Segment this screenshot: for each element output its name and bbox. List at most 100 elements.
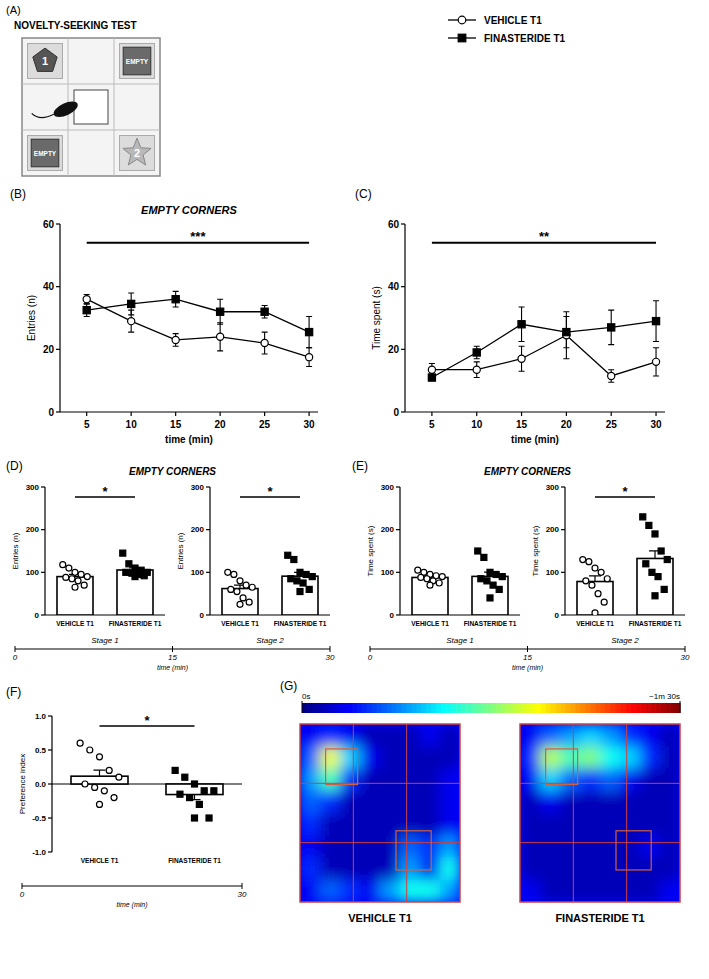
timeline-title: time (min): [512, 664, 543, 672]
point: [297, 589, 303, 595]
point: [192, 781, 198, 787]
point: [608, 372, 615, 379]
colorbar-swatch: [327, 703, 333, 713]
point: [608, 324, 615, 331]
colorbar-swatch: [581, 703, 587, 713]
y-axis-title: Preference index: [18, 754, 27, 814]
heat-cell: [420, 858, 441, 881]
colorbar-swatch: [367, 703, 373, 713]
point: [66, 565, 72, 571]
object-zone: [396, 831, 431, 870]
point: [309, 574, 315, 580]
x-tick-label: VEHICLE T1: [221, 620, 259, 627]
arena-grid: [22, 84, 160, 85]
y-axis: [399, 487, 400, 615]
colorbar-swatch: [471, 703, 477, 713]
colorbar-swatch: [307, 703, 313, 713]
heat-cell: [420, 746, 441, 769]
timeline-axis: [22, 886, 242, 887]
point: [291, 557, 297, 563]
corner-zone: [28, 136, 63, 171]
heat-cell: [340, 724, 361, 747]
heat-cell: [440, 791, 460, 814]
colorbar-swatch: [436, 703, 442, 713]
y-tick-label: 40: [388, 281, 400, 292]
point: [661, 586, 667, 592]
heat-cell: [520, 769, 541, 792]
colorbar-swatch: [595, 703, 601, 713]
point: [655, 574, 661, 580]
colorbar-swatch: [566, 703, 572, 713]
colorbar-swatch: [421, 703, 427, 713]
significance: *: [144, 713, 150, 728]
point: [484, 578, 490, 584]
y-tick-label: 200: [191, 525, 205, 534]
arena-grid: [520, 783, 680, 784]
y-tick-label: 300: [546, 483, 560, 492]
heat-cell: [600, 880, 621, 902]
point: [475, 548, 481, 554]
point: [234, 589, 240, 595]
heat-cell: [320, 858, 341, 881]
point: [518, 355, 525, 362]
point: [306, 354, 313, 361]
error-bar: [217, 299, 223, 324]
heat-cell: [580, 835, 601, 858]
heat-cell: [620, 813, 641, 836]
point: [225, 569, 231, 575]
arena-grid: [300, 783, 460, 784]
x-tick-label: FINASTERIDE T1: [629, 620, 682, 627]
heat-cell: [400, 880, 421, 902]
colorbar-swatch: [546, 703, 552, 713]
heat-cell: [400, 858, 421, 881]
point: [288, 576, 294, 582]
heat-cell: [400, 724, 421, 747]
plot-data: [71, 740, 223, 821]
corner-label: EMPTY: [34, 150, 57, 157]
point: [646, 522, 652, 528]
point: [128, 300, 135, 307]
heat-cell: [600, 791, 621, 814]
y-tick: [561, 614, 565, 615]
y-tick-label: 60: [43, 219, 55, 230]
arena: [22, 38, 160, 176]
panel-label: (D): [6, 459, 23, 473]
heat-cell: [340, 858, 361, 881]
point: [84, 574, 90, 580]
plot-data: [412, 548, 508, 615]
timeline-tick: [22, 883, 23, 889]
error-bar: [608, 310, 614, 344]
heat-cell: [600, 858, 621, 881]
colorbar-swatch: [441, 703, 447, 713]
timeline-tick: [685, 646, 686, 652]
corner-zone: [28, 44, 63, 79]
y-axis: [44, 487, 45, 615]
y-tick: [561, 529, 565, 530]
heat-cell: [660, 835, 680, 858]
heat-cell: [400, 813, 421, 836]
x-axis-title: time (min): [165, 434, 213, 445]
y-tick-label: 0: [555, 611, 560, 620]
point: [427, 582, 433, 588]
timeline-tick-label: 30: [681, 653, 690, 662]
point: [493, 571, 499, 577]
y-tick-label: -1.0: [32, 848, 46, 857]
heat-cell: [640, 791, 661, 814]
y-tick-label: 60: [388, 219, 400, 230]
panel-label: (F): [6, 685, 21, 699]
heat-cell: [620, 880, 641, 902]
heat-cell: [520, 858, 541, 881]
y-axis-title: Time spent (s): [371, 286, 382, 350]
y-tick: [561, 572, 565, 573]
colorbar-swatch: [531, 703, 537, 713]
x-tick: [131, 412, 132, 416]
heat-cell: [620, 746, 641, 769]
point: [595, 591, 601, 597]
colorbar-swatch: [640, 703, 646, 713]
colorbar-swatch: [561, 703, 567, 713]
point: [72, 584, 78, 590]
x-tick: [476, 412, 477, 416]
point: [640, 514, 646, 520]
y-tick: [396, 486, 400, 487]
heat-cell: [440, 858, 460, 881]
